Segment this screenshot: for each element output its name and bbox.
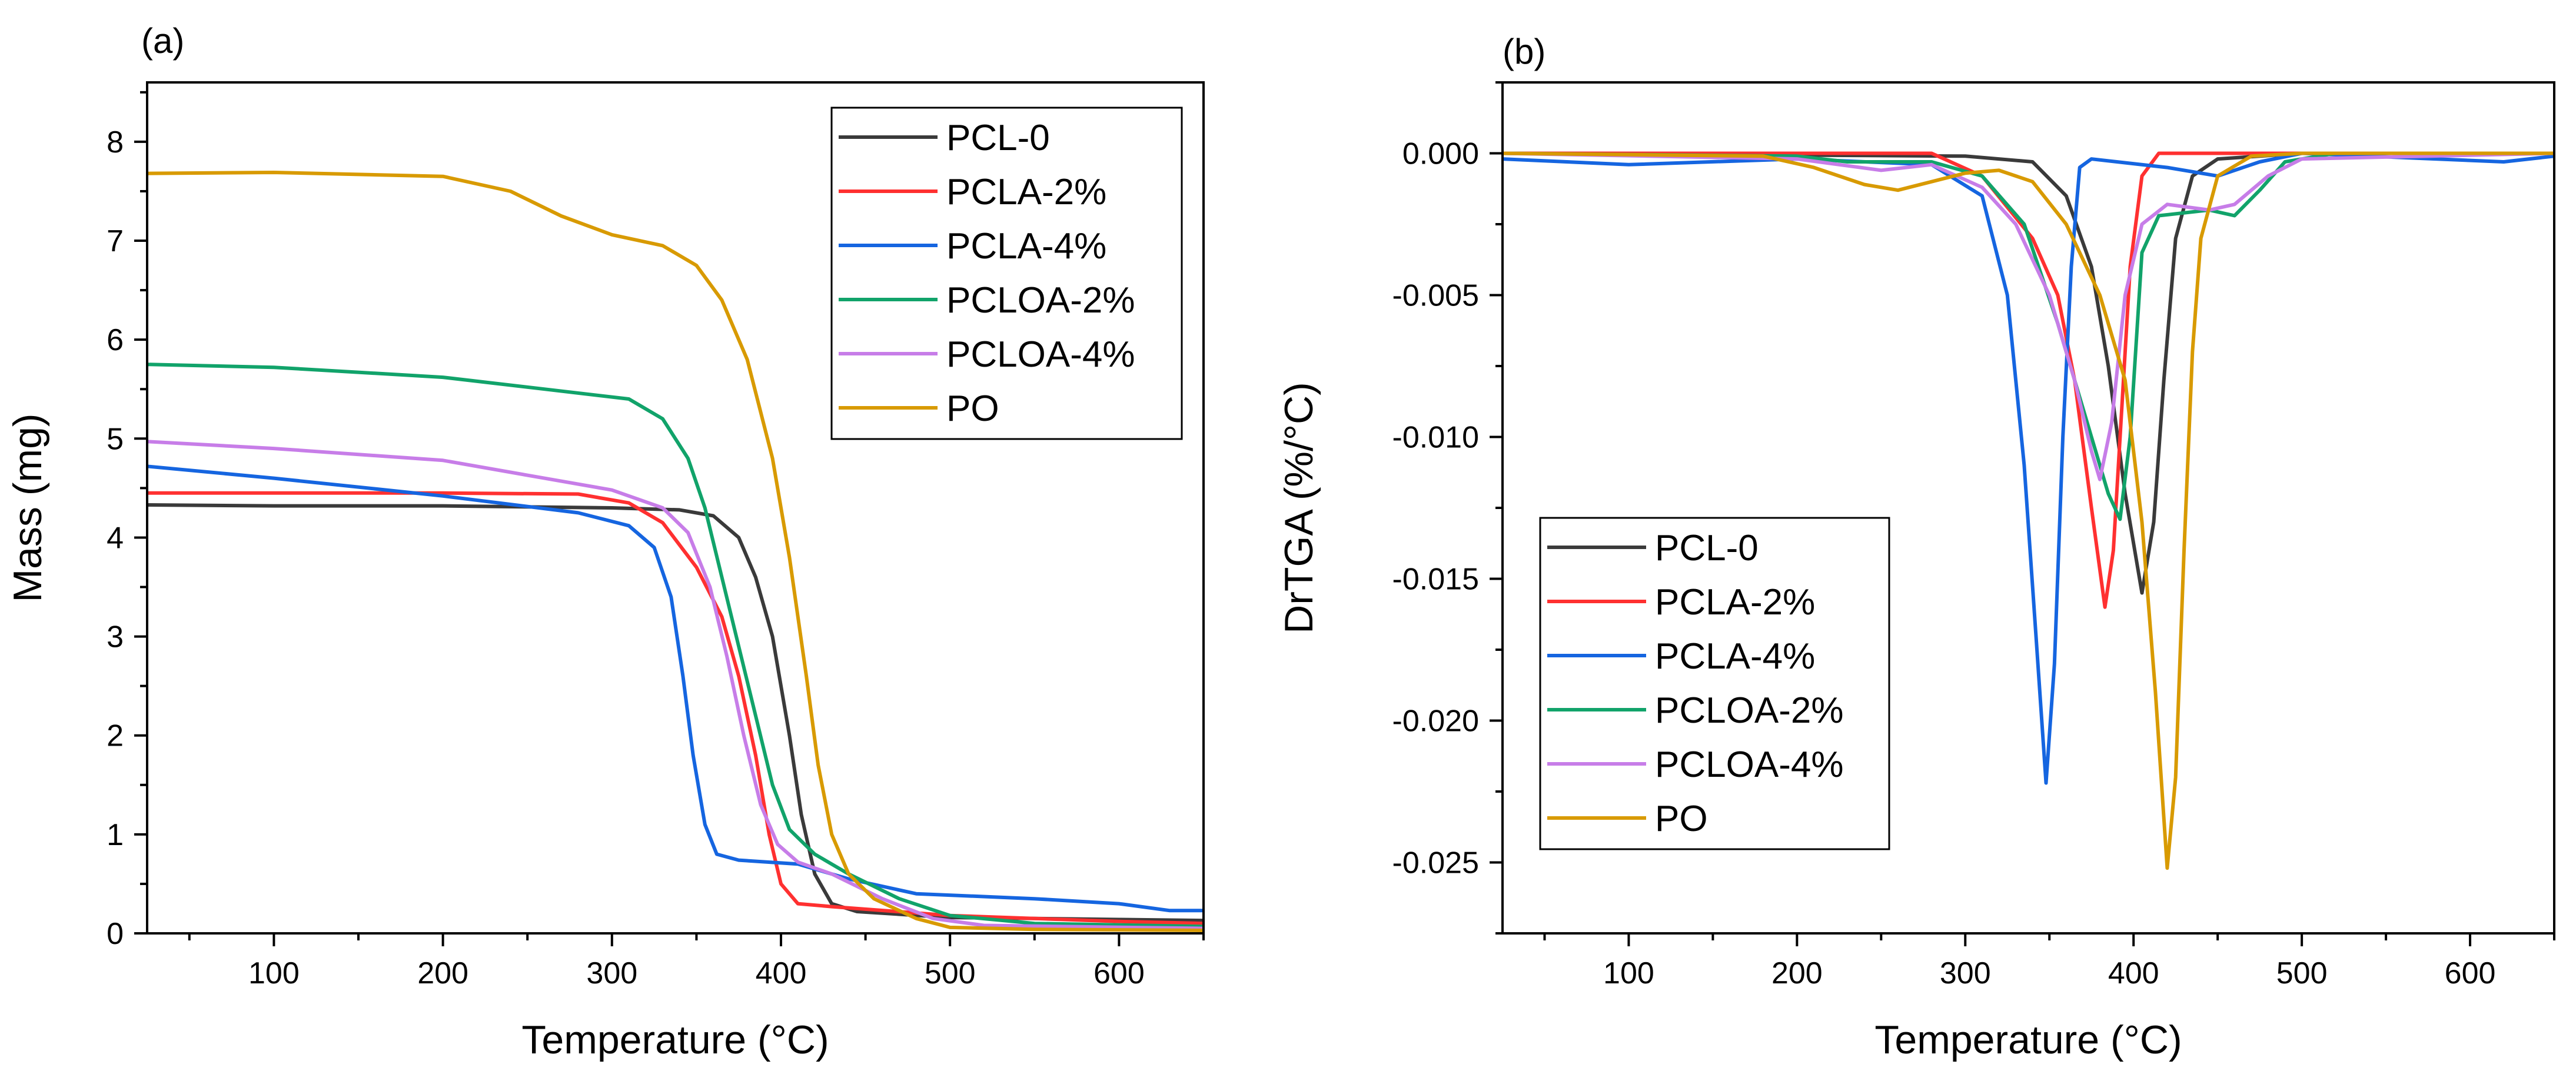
y-tick-label: 6 — [107, 323, 124, 357]
legend: PCL-0 PCLA-2% PCLA-4% PCLOA-2% PCLOA-4% PO — [830, 107, 1183, 440]
legend-box — [1539, 517, 1890, 850]
y-tick-label: -0.015 — [1392, 563, 1479, 597]
series-line-pcloa-2- — [147, 363, 1204, 929]
x-tick-label: 600 — [2445, 956, 2496, 990]
x-tick-label: 300 — [586, 956, 637, 990]
legend-label: PCL-0 — [1655, 528, 1759, 568]
legend: PCL-0 PCLA-2% PCLA-4% PCLOA-2% PCLOA-4% PO — [1539, 517, 1890, 850]
legend-label: PCLOA-2% — [946, 280, 1135, 321]
y-tick-label: 2 — [107, 719, 124, 753]
y-tick-label: 3 — [107, 620, 124, 654]
y-tick-label: 0.000 — [1402, 137, 1479, 171]
series-line-pcloa-2- — [1503, 151, 2554, 521]
y-tick-label: 8 — [107, 125, 124, 159]
series-line-pcla-2- — [147, 491, 1204, 926]
x-tick-label: 400 — [756, 956, 807, 990]
y-tick-label: 5 — [107, 422, 124, 456]
x-tick-label: 500 — [2276, 956, 2328, 990]
series-line-pcl-0 — [1503, 151, 2554, 595]
series-group — [1503, 151, 2554, 870]
x-tick-label: 100 — [1603, 956, 1654, 990]
legend-label: PCLOA-4% — [1655, 744, 1843, 785]
plot-frame — [146, 81, 1205, 935]
x-tick-label: 300 — [1940, 956, 1991, 990]
series-line-pcloa-4- — [1503, 151, 2554, 481]
y-axis-title: Mass (mg) — [5, 413, 50, 602]
series-line-pcla-4- — [147, 464, 1204, 913]
x-tick-label: 200 — [1771, 956, 1823, 990]
panel-a: (a) 100 200 300 400 500 600 0 1 2 3 4 5 6 7 8 Temperatur… — [5, 21, 1205, 1062]
x-tick-label: 500 — [925, 956, 976, 990]
panel-label: (b) — [1503, 32, 1545, 71]
panel-b: (b) 100 200 300 400 500 600 0.000 -0.005 -0.010 -0… — [1277, 32, 2555, 1062]
legend-label: PO — [946, 388, 999, 429]
x-tick-label: 200 — [417, 956, 468, 990]
legend-label: PCLOA-4% — [946, 334, 1135, 375]
y-axis-title: DrTGA (%/°C) — [1277, 382, 1321, 634]
y-tick-label: -0.010 — [1392, 421, 1479, 455]
x-axis-title: Temperature (°C) — [1874, 1018, 2182, 1062]
x-tick-label: 400 — [2108, 956, 2159, 990]
legend-label: PCLOA-2% — [1655, 690, 1843, 731]
series-line-po — [1503, 151, 2554, 870]
y-tick-label: 0 — [107, 917, 124, 951]
series-line-po — [147, 171, 1204, 932]
x-tick-label: 100 — [248, 956, 300, 990]
y-tick-label: -0.025 — [1392, 846, 1479, 880]
series-group — [147, 171, 1204, 932]
x-axis-title: Temperature (°C) — [521, 1018, 829, 1062]
y-tick-label: 4 — [107, 521, 124, 555]
panel-label: (a) — [141, 21, 184, 61]
y-tick-label: -0.005 — [1392, 279, 1479, 313]
legend-label: PCLA-4% — [1655, 636, 1815, 677]
y-tick-label: 7 — [107, 224, 124, 258]
y-tick-label: -0.020 — [1392, 704, 1479, 739]
legend-label: PCL-0 — [946, 118, 1050, 158]
legend-box — [830, 107, 1183, 440]
legend-label: PO — [1655, 799, 1708, 839]
legend-label: PCLA-4% — [946, 226, 1106, 267]
series-line-pcloa-4- — [147, 440, 1204, 930]
legend-label: PCLA-2% — [946, 172, 1106, 212]
legend-label: PCLA-2% — [1655, 582, 1815, 623]
series-line-pcl-0 — [147, 503, 1204, 923]
x-tick-label: 600 — [1093, 956, 1145, 990]
y-tick-label: 1 — [107, 818, 124, 852]
